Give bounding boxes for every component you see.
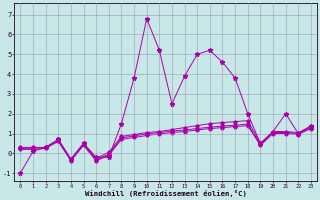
X-axis label: Windchill (Refroidissement éolien,°C): Windchill (Refroidissement éolien,°C) — [85, 190, 247, 197]
